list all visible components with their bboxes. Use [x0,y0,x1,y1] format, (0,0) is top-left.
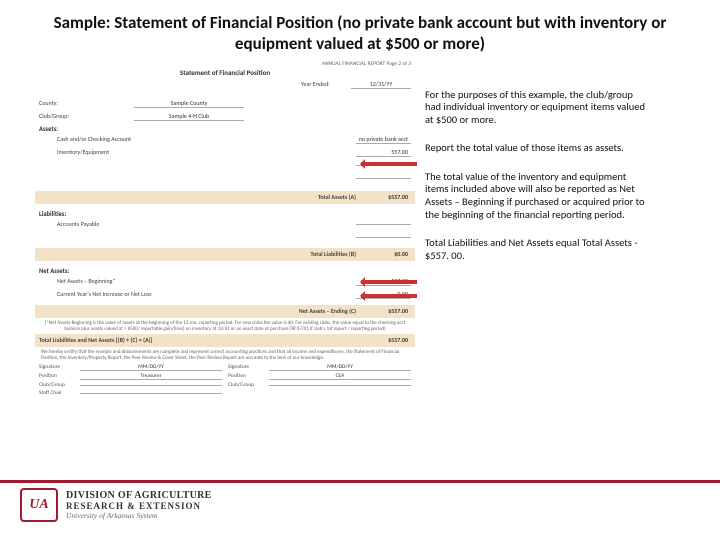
arrow-icon [361,162,417,166]
logo-text: DIVISION OF AGRICULTURE RESEARCH & EXTEN… [66,490,212,520]
na-curr-label: Current Year's Net Increase or Net Loss [57,290,227,298]
liabilities-section: Liabilities: [35,208,415,218]
note-4: Total Liabilities and Net Assets equal T… [425,237,645,262]
note-3: The total value of the inventory and equ… [425,171,645,221]
sig-row-1: SignatureMM/DD/YY SignatureMM/DD/YY [35,363,415,372]
form-column: ANNUAL FINANCIAL REPORT Page 2 of 3 Stat… [35,61,415,397]
year-ended-row: Year Ended: 12/31/YY [35,78,415,91]
net-assets-section: Net Assets: [35,265,415,275]
tlna-value: $557.00 [356,336,411,344]
na-end-row: Net Assets – Ending (C) $557.00 [35,305,415,318]
inventory-label: Inventory/Equipment [57,148,207,156]
ua-logo-icon [20,488,58,522]
club-label: Club/Group: [39,112,134,120]
slide-title: Sample: Statement of Financial Position … [35,12,685,55]
cash-value: no private bank acct [356,135,411,144]
club-row: Club/Group: Sample 4-H Club [35,110,415,123]
total-liab-label: Total Liabilities (B) [256,250,356,258]
cash-label: Cash and/or Checking Account [57,135,207,143]
footer-bar [0,478,720,485]
arrow-icon [361,280,417,284]
assets-section: Assets: [35,123,415,133]
tlna-row: Total Liabilities and Net Assets [(B) + … [35,334,415,347]
tlna-label: Total Liabilities and Net Assets [(B) + … [39,336,259,344]
total-assets-label: Total Assets (A) [266,193,356,201]
pos-row-1: PositionTreasurer PositionCEA [35,372,415,381]
financial-form: ANNUAL FINANCIAL REPORT Page 2 of 3 Stat… [35,61,415,397]
blank-row-2 [35,172,415,185]
na-end-value: $557.00 [356,307,411,315]
total-assets-value: $557.00 [356,193,411,201]
notes-column: For the purposes of this example, the cl… [425,61,645,397]
ap-label: Accounts Payable [57,220,207,228]
county-label: County: [39,99,134,107]
year-ended-label: Year Ended: [301,80,351,88]
club-value: Sample 4-H Club [134,112,244,121]
county-value: Sample County [134,99,244,108]
slide: Sample: Statement of Financial Position … [0,0,720,540]
na-beg-label: Net Assets – Beginning* [57,277,207,285]
note-1: For the purposes of this example, the cl… [425,89,645,127]
certification-text: We hereby certify that the receipts and … [35,347,415,363]
form-header: Statement of Financial Position [35,67,415,78]
total-liab-row: Total Liabilities (B) $0.00 [35,248,415,261]
total-liab-value: $0.00 [356,250,411,258]
content-row: ANNUAL FINANCIAL REPORT Page 2 of 3 Stat… [35,61,685,397]
blank-row-3 [35,231,415,244]
arrow-icon [361,294,417,298]
inventory-value: 557.00 [356,148,411,157]
year-ended-value: 12/31/YY [351,80,411,89]
ap-row: Accounts Payable [35,218,415,231]
pos-row-2: Club/Group Club/Group [35,381,415,389]
ap-value [356,224,411,225]
logo-block: DIVISION OF AGRICULTURE RESEARCH & EXTEN… [0,485,720,525]
footnote: (*Net Assets-Beginning is the value of a… [35,318,415,334]
pos-row-3: Staff Chair [35,389,415,397]
footer: DIVISION OF AGRICULTURE RESEARCH & EXTEN… [0,478,720,534]
county-row: County: Sample County [35,97,415,110]
na-end-label: Net Assets – Ending (C) [236,307,356,315]
note-2: Report the total value of those items as… [425,142,645,155]
total-assets-row: Total Assets (A) $557.00 [35,191,415,204]
cash-row: Cash and/or Checking Account no private … [35,133,415,146]
inventory-row: Inventory/Equipment 557.00 [35,146,415,159]
